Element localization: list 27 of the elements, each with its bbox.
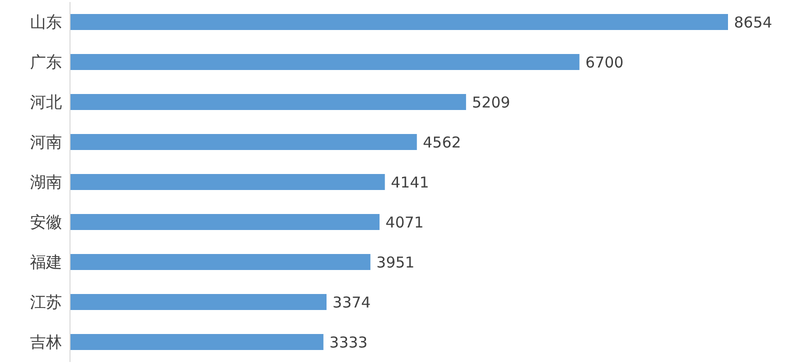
y-tick-label: 江苏 <box>30 292 62 312</box>
y-tick-label: 湖南 <box>30 172 62 192</box>
data-label: 3951 <box>376 253 415 272</box>
data-label: 4562 <box>422 133 462 152</box>
data-label: 4141 <box>390 173 430 192</box>
bar <box>70 14 728 30</box>
y-tick-label: 河南 <box>30 132 62 152</box>
data-label: 3374 <box>332 293 371 312</box>
data-label: 6700 <box>585 53 624 72</box>
data-label: 8654 <box>734 13 772 32</box>
bar <box>70 254 370 270</box>
bar <box>70 214 380 230</box>
bar <box>70 174 385 190</box>
data-label: 5209 <box>472 93 510 112</box>
bar <box>70 94 466 110</box>
bar <box>70 134 417 150</box>
y-tick-label: 河北 <box>30 92 62 112</box>
bar <box>70 294 327 310</box>
bar <box>70 334 324 350</box>
y-tick-label: 山东 <box>30 12 62 32</box>
y-tick-label: 安徽 <box>30 212 62 232</box>
y-tick-label: 吉林 <box>30 332 62 352</box>
y-tick-label: 福建 <box>30 252 62 272</box>
bar <box>70 54 580 70</box>
y-tick-label: 广东 <box>30 52 62 72</box>
data-label: 4071 <box>386 213 424 232</box>
data-label: 3333 <box>329 333 368 352</box>
